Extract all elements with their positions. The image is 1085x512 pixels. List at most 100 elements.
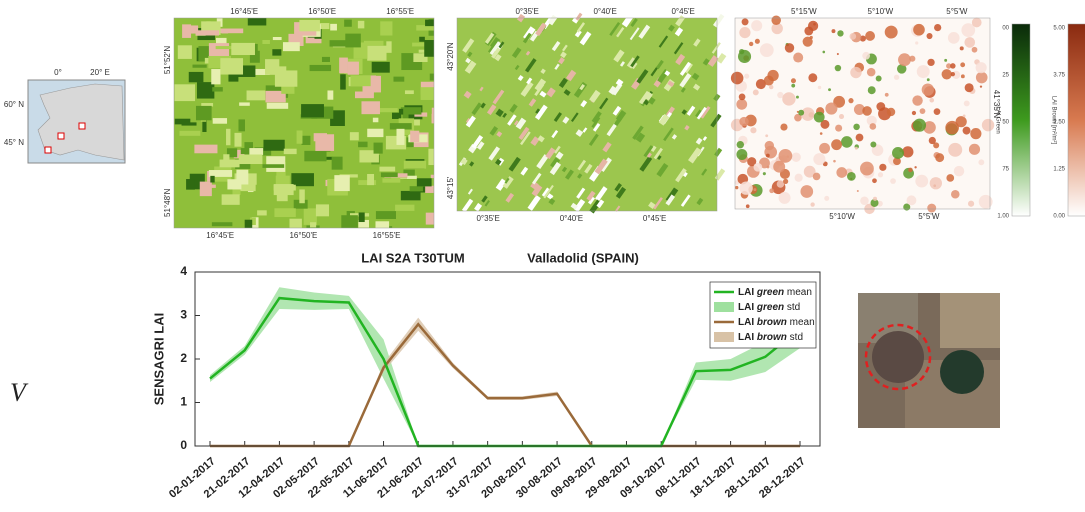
chart-subtitle: Valladolid (SPAIN) [527,250,639,265]
map-patch [915,175,928,188]
map-patch [862,106,872,116]
map-patch [926,33,932,39]
colorbar-label: 00 [1002,26,1009,32]
map-patch [334,175,349,191]
map-patch [968,201,974,207]
map-patch [310,65,331,71]
map-patch [793,53,803,63]
map-patch [390,123,412,129]
map-patch [835,65,841,71]
map-patch [836,167,847,178]
map-patch [976,62,987,73]
map-patch [210,176,214,183]
map-patch [970,128,981,139]
map-patch [795,174,803,182]
map-patch [753,188,756,191]
map-patch [810,36,813,39]
map-patch [226,129,230,145]
map-patch [914,166,916,168]
map-patch [426,213,434,225]
colorbar-label: 25 [1002,73,1009,79]
map-patch [211,69,220,84]
site-marker [45,147,51,153]
colorbar-title: LAI Green [994,106,1000,133]
map-patch [367,46,386,61]
map-patch [739,94,746,101]
map-patch [828,88,831,91]
inset-label: 0° [54,68,62,77]
map-patch [978,159,984,165]
map-patch [238,119,244,131]
colorbar-label: 1.25 [1053,167,1065,173]
map-patch [856,134,864,142]
chart-title: LAI S2A T30TUM [361,250,465,265]
map-patch [216,46,233,49]
map-patch [358,21,364,29]
map-patch [263,140,284,151]
map-patch [876,102,885,111]
legend-label: LAI brown std [738,332,803,343]
map-patch [425,20,434,26]
map-patch [951,72,955,76]
map-patch [963,127,971,135]
map-patch [865,31,875,41]
map-label: 16°50'E [289,231,317,240]
map-patch [872,178,877,183]
map-patch [361,101,380,114]
map-patch [796,96,799,99]
map-patch [779,192,791,204]
map-patch [930,177,942,189]
map-patch [976,72,988,84]
map-patch [245,220,253,228]
map-patch [396,129,404,145]
map-patch [736,149,747,160]
map-patch [341,215,358,228]
map-patch [405,90,414,94]
map-patch [315,134,334,151]
map-patch [197,82,214,98]
map-patch [867,68,876,77]
map-patch [980,85,982,87]
y-tick-label: 1 [180,395,187,409]
map-patch [424,40,434,57]
map-patch [831,139,842,150]
map-patch [755,39,760,44]
map-patch [196,106,212,120]
map-patch [289,219,301,228]
map-patch [965,83,974,92]
map-patch [378,108,397,112]
map-patch [764,76,774,86]
map-label: 16°55'E [373,231,401,240]
map-patch [327,90,333,99]
map-patch [247,90,266,100]
map-patch [800,185,813,198]
map-patch [922,83,934,95]
map-patch [791,84,795,88]
map-patch [763,172,766,175]
map-patch [769,85,773,89]
map-patch [223,154,229,167]
map-patch [299,20,320,31]
map-patch [419,37,425,42]
map-patch [873,197,877,201]
map-patch [912,111,916,115]
map-patch [927,59,934,66]
map-patch [234,133,241,147]
map-patch [359,212,365,222]
map-patch [837,30,843,36]
map-patch [735,186,738,189]
map-patch [273,37,282,40]
map-label: 43°20'N [446,42,455,71]
map-patch [819,143,830,154]
map-patch [934,108,941,115]
map-patch [946,174,954,182]
map-patch [213,118,227,124]
map-patch [393,77,404,82]
map-patch [746,204,750,208]
map-patch [848,98,853,103]
map-patch [186,179,195,190]
map-patch [301,104,324,117]
map-patch [964,37,975,48]
map-patch [944,59,947,62]
map-patch [742,18,749,25]
